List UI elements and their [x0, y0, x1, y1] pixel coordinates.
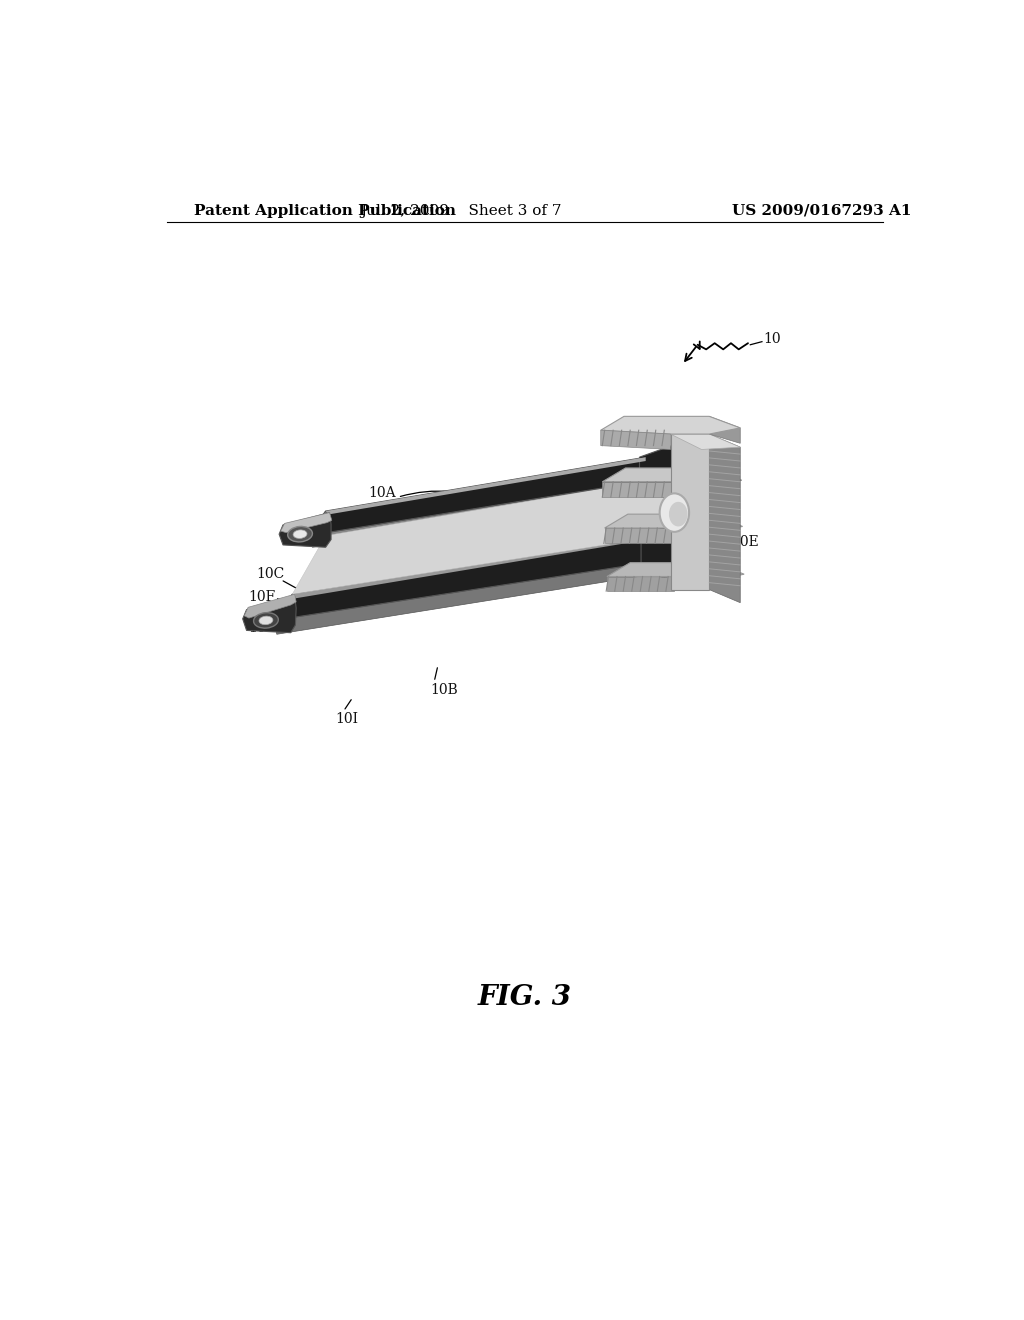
Text: 10D: 10D	[669, 444, 697, 458]
Text: 10C: 10C	[256, 568, 284, 581]
Text: 10I: 10I	[336, 711, 358, 726]
Polygon shape	[602, 469, 741, 486]
Polygon shape	[671, 434, 740, 449]
Polygon shape	[601, 416, 740, 434]
Text: 10F: 10F	[248, 590, 275, 605]
Text: 10H: 10H	[345, 533, 375, 548]
Polygon shape	[607, 577, 675, 591]
Polygon shape	[326, 457, 646, 515]
Ellipse shape	[259, 616, 273, 624]
Polygon shape	[604, 528, 673, 544]
Text: Jul. 2, 2009    Sheet 3 of 7: Jul. 2, 2009 Sheet 3 of 7	[360, 203, 562, 218]
Polygon shape	[710, 434, 740, 603]
Text: US 2009/0167293 A1: US 2009/0167293 A1	[732, 203, 912, 218]
Ellipse shape	[669, 502, 687, 527]
Polygon shape	[273, 536, 663, 620]
Ellipse shape	[254, 612, 279, 628]
Text: FIG. 3: FIG. 3	[478, 985, 571, 1011]
Polygon shape	[308, 478, 665, 548]
Polygon shape	[607, 562, 744, 581]
Polygon shape	[641, 521, 687, 578]
Polygon shape	[710, 416, 740, 444]
Polygon shape	[602, 482, 671, 498]
Polygon shape	[671, 434, 710, 590]
Ellipse shape	[288, 527, 312, 543]
Text: 10E: 10E	[731, 535, 759, 549]
Polygon shape	[292, 478, 665, 594]
Text: 10G: 10G	[248, 622, 276, 635]
Text: Patent Application Publication: Patent Application Publication	[194, 203, 456, 218]
Polygon shape	[308, 457, 665, 536]
Text: 10: 10	[764, 333, 781, 346]
Polygon shape	[292, 536, 643, 599]
Polygon shape	[280, 512, 331, 548]
Polygon shape	[243, 597, 296, 632]
Polygon shape	[308, 511, 328, 541]
Polygon shape	[281, 512, 332, 533]
Text: 10B: 10B	[430, 682, 458, 697]
Polygon shape	[245, 594, 296, 618]
Polygon shape	[601, 430, 671, 449]
Ellipse shape	[659, 494, 689, 532]
Polygon shape	[273, 560, 663, 635]
Polygon shape	[273, 594, 295, 626]
Polygon shape	[640, 444, 686, 498]
Ellipse shape	[293, 529, 307, 539]
Polygon shape	[604, 515, 742, 532]
Text: 10A: 10A	[369, 486, 396, 500]
